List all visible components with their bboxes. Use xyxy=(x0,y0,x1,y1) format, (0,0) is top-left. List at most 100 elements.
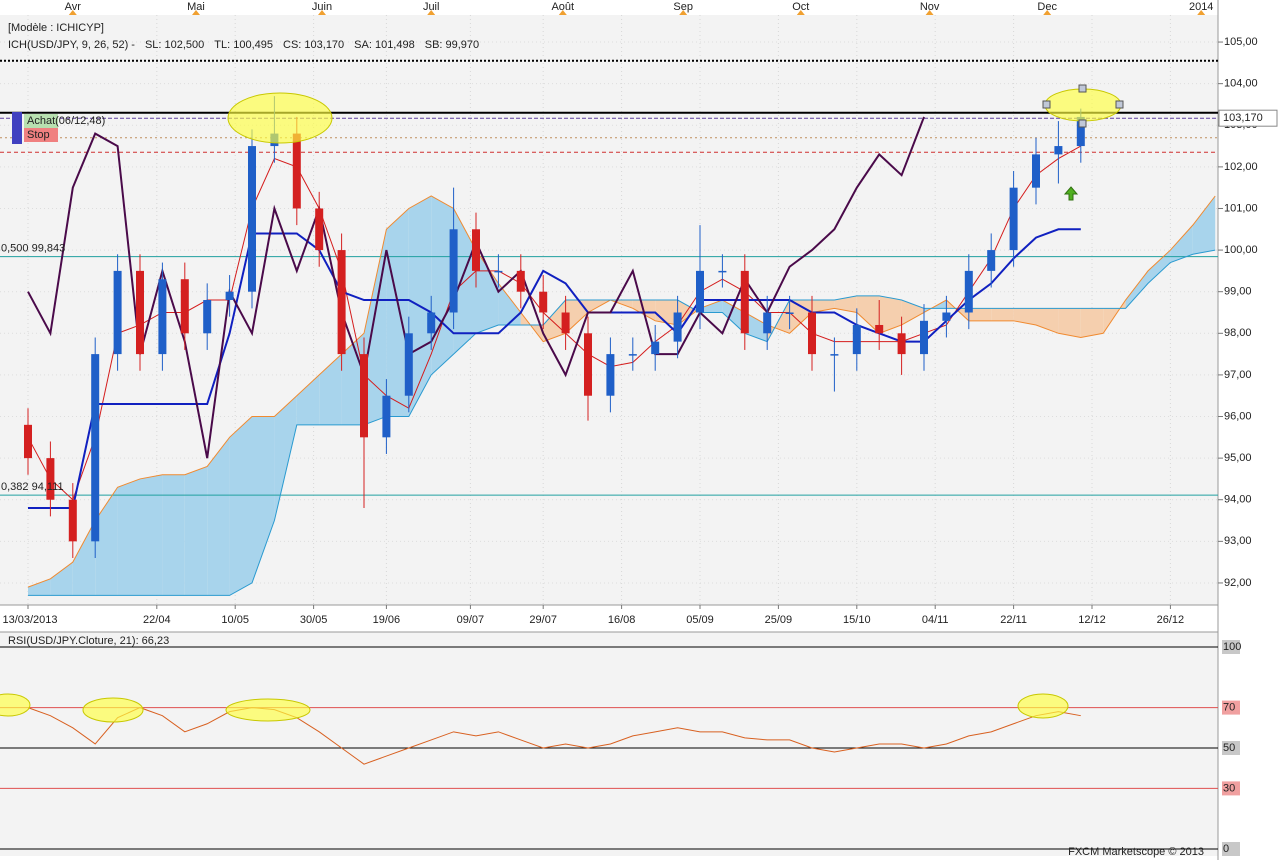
cloud-fill xyxy=(207,437,230,596)
candle-body xyxy=(68,499,77,542)
buy-arrow xyxy=(1063,186,1079,201)
cloud-fill xyxy=(274,395,297,521)
candle-body xyxy=(113,270,122,355)
month-label: Avr xyxy=(65,1,82,13)
candle-body xyxy=(494,270,503,273)
month-label: Dec xyxy=(1037,1,1057,13)
cloud-fill xyxy=(1058,308,1081,338)
highlight xyxy=(1044,88,1122,122)
highlight xyxy=(1017,693,1069,719)
month-label: Juin xyxy=(312,1,332,13)
signal-box xyxy=(24,128,58,142)
candle-body xyxy=(46,458,55,500)
y-tick-label: 104,00 xyxy=(1224,78,1258,90)
cloud-fill xyxy=(1148,250,1171,284)
handle xyxy=(1078,84,1087,93)
month-label: Oct xyxy=(792,1,809,13)
rsi-tick-label: 50 xyxy=(1223,742,1235,754)
month-tick xyxy=(558,10,567,15)
y-tick-label: 94,00 xyxy=(1224,494,1252,506)
cloud-fill xyxy=(879,295,902,334)
cloud-fill xyxy=(229,416,252,596)
indicator-line xyxy=(27,195,1216,588)
candle-body xyxy=(1076,116,1085,147)
signal-label: Achat(06/12,48) xyxy=(27,115,105,127)
y-tick-label: 100,00 xyxy=(1224,244,1258,256)
rsi-tick-label: 30 xyxy=(1223,782,1235,794)
candle-body xyxy=(987,250,996,271)
month-tick xyxy=(1197,10,1206,15)
cloud-fill xyxy=(856,295,880,334)
signal-bar xyxy=(12,112,22,144)
x-tick-label: 09/07 xyxy=(457,614,485,626)
month-tick xyxy=(318,10,326,15)
candle-body xyxy=(136,270,144,355)
highlight xyxy=(82,697,144,723)
cloud-fill xyxy=(498,283,521,325)
x-tick-label: 12/12 xyxy=(1078,614,1106,626)
month-tick xyxy=(679,10,688,15)
cloud-fill xyxy=(28,578,51,596)
cloud-fill xyxy=(184,466,208,596)
rsi-tick-box xyxy=(1222,781,1240,796)
x-tick-label: 22/04 xyxy=(143,614,171,626)
highlight xyxy=(227,92,333,144)
candle-body xyxy=(1009,187,1018,251)
highlight xyxy=(225,698,311,722)
footer: FXCM Marketscope © 2013 xyxy=(1068,846,1204,858)
cloud-fill xyxy=(140,474,163,596)
cloud-fill xyxy=(1080,308,1104,338)
month-tick xyxy=(1043,10,1052,15)
cloud-fill xyxy=(968,308,992,321)
y-tick-label: 102,00 xyxy=(1224,161,1258,173)
cloud-fill xyxy=(252,416,275,583)
x-tick-label: 22/11 xyxy=(1000,614,1027,626)
cloud-fill xyxy=(72,520,96,596)
x-tick-label: 16/08 xyxy=(608,614,636,626)
cloud-fill xyxy=(1125,270,1148,309)
price-tag-label: 103,170 xyxy=(1223,112,1263,124)
month-label: Juil xyxy=(423,1,440,13)
cloud-fill xyxy=(1036,308,1059,334)
candle-body xyxy=(964,270,973,313)
y-tick-label: 105,00 xyxy=(1224,36,1258,48)
candle-body xyxy=(225,291,234,301)
candle-body xyxy=(180,279,189,334)
cloud-fill xyxy=(1013,308,1036,325)
cloud-fill xyxy=(50,562,73,596)
x-tick-label: 30/05 xyxy=(300,614,328,626)
y-tick-label: 96,00 xyxy=(1224,410,1252,422)
candle-body xyxy=(91,354,100,542)
x-tick-label: 15/10 xyxy=(843,614,871,626)
handle xyxy=(1078,119,1087,128)
candle-body xyxy=(606,354,615,396)
y-tick-label: 92,00 xyxy=(1224,577,1252,589)
candle-body xyxy=(292,133,301,209)
cloud-fill xyxy=(901,300,924,325)
cloud-fill xyxy=(341,333,364,425)
y-tick-label: 97,00 xyxy=(1224,369,1252,381)
candle-body xyxy=(740,270,749,334)
candle-body xyxy=(337,250,346,355)
rsi-tick-box xyxy=(1222,842,1240,856)
candle-body xyxy=(920,320,928,355)
x-tick-label: 26/12 xyxy=(1157,614,1185,626)
signal-box xyxy=(24,114,58,128)
y-tick-label: 95,00 xyxy=(1224,452,1252,464)
cloud-fill xyxy=(1192,195,1216,255)
month-label: Sep xyxy=(673,1,693,13)
candle-body xyxy=(584,333,592,396)
cloud-fill xyxy=(1170,225,1193,263)
cloud-fill xyxy=(565,300,588,334)
candle-body xyxy=(942,312,951,321)
candle-body xyxy=(897,333,906,355)
month-label: 2014 xyxy=(1189,1,1213,13)
signal-label: Stop xyxy=(27,129,50,141)
candle-body xyxy=(785,312,794,314)
model-title: [Modèle : ICHICYP] xyxy=(8,22,104,34)
highlight xyxy=(0,693,31,717)
x-tick-label: 13/03/2013 xyxy=(2,614,57,626)
candle-body xyxy=(315,208,324,251)
